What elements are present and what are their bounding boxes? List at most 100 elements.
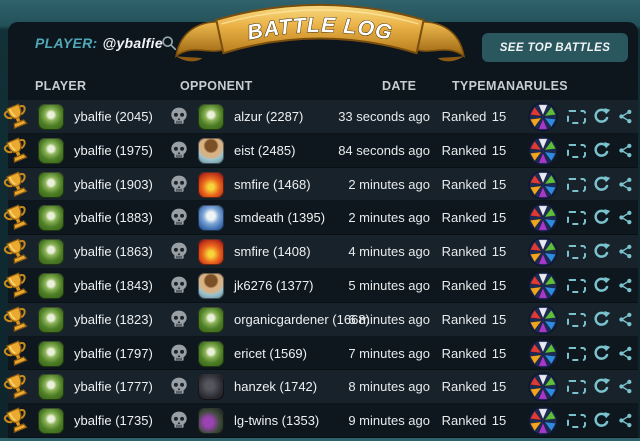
share-icon[interactable] — [617, 243, 634, 260]
mana-wheel-icon[interactable] — [528, 338, 558, 369]
defeat-skull-icon — [168, 106, 190, 128]
table-row[interactable]: ybalfie (1735) lg-twins (1353) 9 minutes… — [3, 404, 638, 438]
table-row[interactable]: ybalfie (1883) smdeath (1395) 2 minutes … — [3, 201, 638, 236]
mana-wheel-icon[interactable] — [528, 372, 558, 403]
share-icon[interactable] — [617, 311, 634, 328]
table-row[interactable]: ybalfie (1903) smfire (1468) 2 minutes a… — [3, 167, 638, 202]
player-name-rating: ybalfie (1797) — [74, 345, 153, 361]
replay-icon[interactable] — [592, 141, 611, 160]
see-top-battles-button[interactable]: SEE TOP BATTLES — [482, 33, 628, 62]
table-row[interactable]: ybalfie (1797) ericet (1569) 7 minutes a… — [3, 336, 638, 371]
battle-mana: 15 — [491, 311, 507, 327]
battle-type: Ranked — [441, 413, 487, 429]
defeat-skull-icon — [168, 174, 190, 196]
expand-battle-icon[interactable] — [567, 414, 586, 429]
victory-trophy-icon — [2, 170, 34, 200]
share-icon[interactable] — [617, 209, 634, 226]
mana-wheel-icon[interactable] — [528, 203, 558, 234]
share-icon[interactable] — [617, 412, 634, 429]
defeat-skull-icon — [168, 376, 190, 398]
share-icon[interactable] — [617, 378, 634, 395]
share-icon[interactable] — [617, 108, 634, 125]
mana-wheel-icon[interactable] — [528, 102, 558, 132]
opponent-avatar — [198, 272, 224, 299]
player-name-rating: ybalfie (1843) — [74, 277, 153, 293]
opponent-name-rating: jk6276 (1377) — [234, 277, 314, 293]
expand-battle-icon[interactable] — [567, 278, 586, 293]
table-row[interactable]: ybalfie (2045) alzur (2287) 33 seconds a… — [3, 100, 638, 134]
mana-wheel-icon[interactable] — [528, 305, 558, 335]
battle-type: Ranked — [441, 379, 487, 395]
column-header-rules: RULES — [524, 79, 568, 93]
opponent-name-rating: lg-twins (1353) — [234, 413, 320, 429]
battle-mana: 15 — [491, 142, 507, 158]
mana-wheel-icon[interactable] — [528, 136, 558, 166]
battle-rows: ybalfie (2045) alzur (2287) 33 seconds a… — [3, 100, 638, 438]
column-header-player: PLAYER — [35, 79, 87, 93]
player-avatar — [38, 205, 64, 232]
battle-date: 5 minutes ago — [348, 277, 430, 293]
replay-icon[interactable] — [592, 107, 611, 126]
table-row[interactable]: ybalfie (1823) organicgardener (1668) 6 … — [3, 302, 638, 337]
battle-mana: 15 — [491, 345, 507, 361]
player-name-rating: ybalfie (1735) — [74, 413, 153, 429]
battle-date: 7 minutes ago — [348, 345, 430, 361]
defeat-skull-icon — [168, 343, 190, 365]
expand-battle-icon[interactable] — [567, 177, 586, 192]
opponent-avatar — [198, 340, 224, 367]
replay-icon[interactable] — [592, 411, 611, 430]
expand-battle-icon[interactable] — [567, 346, 586, 361]
battle-type: Ranked — [441, 176, 487, 192]
replay-icon[interactable] — [592, 242, 611, 261]
defeat-skull-icon — [168, 275, 190, 297]
battle-type: Ranked — [441, 345, 487, 361]
column-header-opponent: OPPONENT — [180, 79, 253, 93]
battle-mana: 15 — [491, 277, 507, 293]
opponent-avatar — [198, 171, 224, 198]
expand-battle-icon[interactable] — [567, 211, 586, 226]
table-row[interactable]: ybalfie (1975) eist (2485) 84 seconds ag… — [3, 133, 638, 168]
replay-icon[interactable] — [592, 276, 611, 295]
battle-date: 6 minutes ago — [348, 311, 430, 327]
player-name-rating: ybalfie (1777) — [74, 379, 153, 395]
share-icon[interactable] — [617, 277, 634, 294]
replay-icon[interactable] — [592, 310, 611, 329]
opponent-name-rating: eist (2485) — [234, 142, 296, 158]
battle-type: Ranked — [441, 277, 487, 293]
victory-trophy-icon — [2, 339, 34, 369]
table-row[interactable]: ybalfie (1843) jk6276 (1377) 5 minutes a… — [3, 268, 638, 303]
victory-trophy-icon — [2, 102, 34, 132]
player-name-rating: ybalfie (2045) — [74, 109, 153, 124]
replay-icon[interactable] — [592, 344, 611, 363]
share-icon[interactable] — [617, 345, 634, 362]
replay-icon[interactable] — [592, 208, 611, 227]
battle-date: 84 seconds ago — [338, 142, 430, 158]
opponent-name-rating: ericet (1569) — [234, 345, 307, 361]
mana-wheel-icon[interactable] — [528, 237, 558, 267]
expand-battle-icon[interactable] — [567, 245, 586, 260]
table-header: PLAYER OPPONENT DATE TYPE MANA RULES — [8, 74, 638, 100]
expand-battle-icon[interactable] — [567, 312, 586, 327]
battle-type: Ranked — [441, 244, 487, 260]
table-row[interactable]: ybalfie (1777) hanzek (1742) 8 minutes a… — [3, 370, 638, 405]
expand-battle-icon[interactable] — [567, 380, 586, 395]
defeat-skull-icon — [168, 140, 190, 162]
table-row[interactable]: ybalfie (1863) smfire (1408) 4 minutes a… — [3, 235, 638, 269]
search-icon[interactable] — [160, 34, 178, 52]
victory-trophy-icon — [2, 136, 34, 166]
player-avatar — [38, 272, 64, 299]
victory-trophy-icon — [2, 406, 34, 436]
mana-wheel-icon[interactable] — [528, 271, 558, 301]
column-header-type: TYPE — [452, 79, 486, 93]
share-icon[interactable] — [617, 176, 634, 193]
opponent-name-rating: smfire (1468) — [234, 176, 311, 192]
battle-mana: 15 — [491, 244, 507, 260]
replay-icon[interactable] — [592, 377, 611, 396]
replay-icon[interactable] — [592, 175, 611, 194]
expand-battle-icon[interactable] — [567, 143, 586, 158]
battle-type: Ranked — [441, 142, 487, 158]
mana-wheel-icon[interactable] — [528, 406, 558, 436]
share-icon[interactable] — [617, 142, 634, 159]
expand-battle-icon[interactable] — [567, 110, 586, 124]
mana-wheel-icon[interactable] — [528, 169, 558, 200]
